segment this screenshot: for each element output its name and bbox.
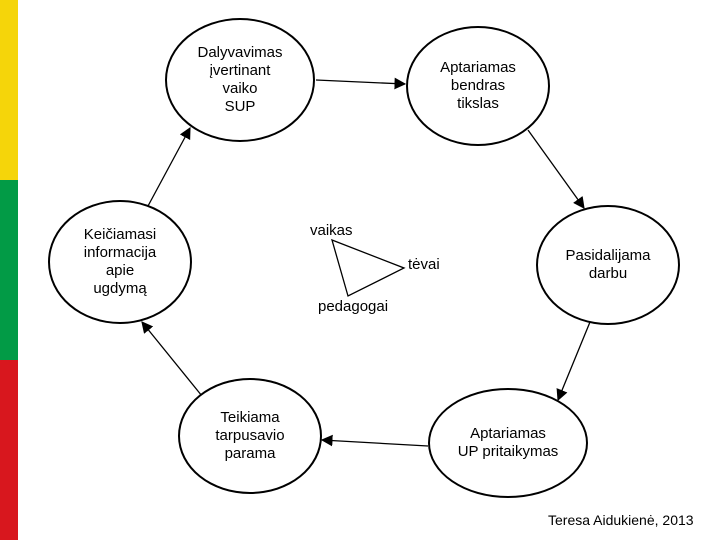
node-label-line: parama [225,445,276,463]
node-label-line: SUP [225,98,256,116]
center-label-c_pedagogai: pedagogai [318,298,388,315]
node-label-line: vaiko [222,80,257,98]
diagram-stage: DalyvavimasįvertinantvaikoSUPAptariamasb… [0,0,720,540]
node-n1: DalyvavimasįvertinantvaikoSUP [165,18,315,142]
edge-n5-n6 [142,322,202,396]
node-n6: Keičiamasiinformacijaapieugdymą [48,200,192,324]
node-label-line: Aptariamas [470,425,546,443]
attribution: Teresa Aidukienė, 2013 [548,512,694,528]
edge-n6-n1 [148,128,190,206]
node-label-line: tikslas [457,95,499,113]
node-label-line: informacija [84,244,157,262]
node-label-line: darbu [589,265,627,283]
node-label-line: Dalyvavimas [197,44,282,62]
node-label-line: Pasidalijama [565,247,650,265]
node-label-line: Aptariamas [440,59,516,77]
node-label-line: Teikiama [220,409,279,427]
node-label-line: bendras [451,77,505,95]
node-label-line: UP pritaikymas [458,443,559,461]
center-label-c_vaikas: vaikas [310,222,353,239]
node-n3: Pasidalijamadarbu [536,205,680,325]
edge-n4-n5 [322,440,428,446]
node-n4: AptariamasUP pritaikymas [428,388,588,498]
node-n2: Aptariamasbendrastikslas [406,26,550,146]
center-triangle [332,240,404,296]
center-label-c_tevai: tėvai [408,256,440,273]
node-label-line: ugdymą [93,280,146,298]
node-label-line: apie [106,262,134,280]
edge-n3-n4 [558,322,590,400]
edge-n1-n2 [316,80,405,84]
node-label-line: įvertinant [210,62,271,80]
node-n5: Teikiamatarpusavioparama [178,378,322,494]
node-label-line: tarpusavio [215,427,284,445]
node-label-line: Keičiamasi [84,226,157,244]
edge-n2-n3 [528,130,584,208]
